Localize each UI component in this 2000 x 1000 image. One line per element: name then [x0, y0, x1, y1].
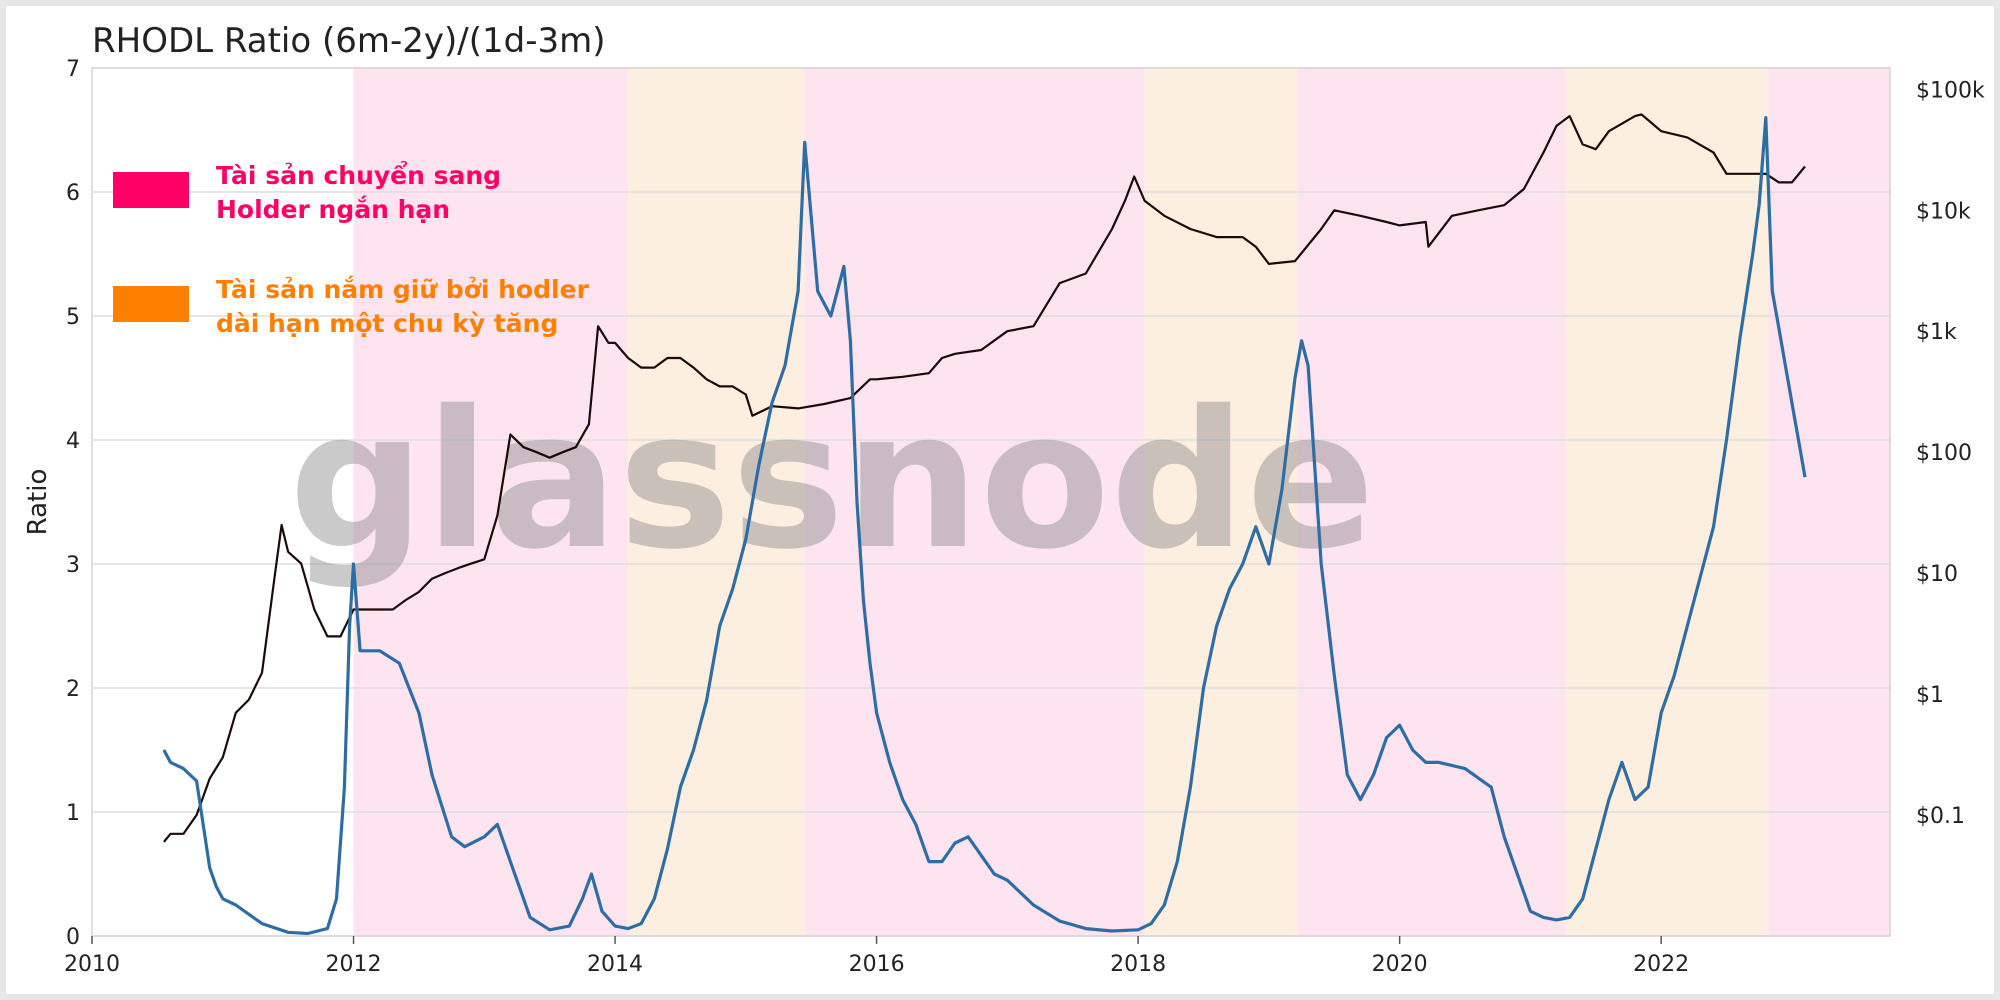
y2-tick-label: $1k [1916, 320, 1957, 345]
cycle-band-short [804, 68, 1145, 936]
chart-frame: glassnode 0 1 2 3 4 5 6 7 $0.1 $1 $10 $100 $1k $10k $10… [6, 6, 1994, 994]
y-tick-label: 0 [66, 925, 80, 950]
legend-swatch [113, 172, 189, 208]
y-tick-label: 7 [66, 57, 80, 82]
x-tick-label: 2022 [1633, 952, 1689, 977]
plot-border [91, 67, 1891, 937]
legend-label-line1: Tài sản chuyển sang [216, 160, 501, 190]
ratio-line [162, 116, 1807, 936]
legend-label-line1: Tài sản nắm giữ bởi hodler [216, 275, 590, 304]
watermark-text: glassnode [289, 370, 1375, 591]
cycle-band-long [1565, 68, 1769, 936]
price-line [163, 113, 1806, 843]
y2-tick-label: $1 [1916, 683, 1944, 708]
chart-title: RHODL Ratio (6m-2y)/(1d-3m) [92, 21, 606, 61]
cycle-band-short [1768, 68, 1890, 936]
y-tick-label: 4 [66, 429, 80, 454]
x-tick-label: 2018 [1110, 952, 1166, 977]
cycle-band-long [1144, 68, 1298, 936]
y-tick-label: 3 [66, 553, 80, 578]
x-tick-label: 2016 [849, 952, 905, 977]
legend-label-line2: Holder ngắn hạn [216, 195, 450, 224]
y2-tick-label: $100 [1916, 441, 1972, 466]
rhodl-ratio-chart: glassnode 0 1 2 3 4 5 6 7 $0.1 $1 $10 $100 $1k $10k $10… [23, 21, 1985, 977]
y2-tick-label: $100k [1916, 78, 1985, 103]
legend-label-line2: dài hạn một chu kỳ tăng [216, 309, 558, 338]
y-tick-label: 6 [66, 181, 80, 206]
cycle-band-long [628, 68, 805, 936]
y-axis-label: Ratio [23, 469, 53, 536]
x-tick-label: 2012 [326, 952, 382, 977]
y2-tick-label: $0.1 [1916, 804, 1965, 829]
cycle-band-short [353, 68, 629, 936]
y2-tick-label: $10 [1916, 562, 1958, 587]
y-tick-label: 5 [66, 305, 80, 330]
x-tick-label: 2014 [587, 952, 643, 977]
y-tick-label: 2 [66, 677, 80, 702]
y-tick-label: 1 [66, 801, 80, 826]
legend-swatch [113, 286, 189, 322]
x-tick-label: 2010 [64, 952, 120, 977]
y2-tick-label: $10k [1916, 199, 1971, 224]
x-tick-label: 2020 [1372, 952, 1428, 977]
